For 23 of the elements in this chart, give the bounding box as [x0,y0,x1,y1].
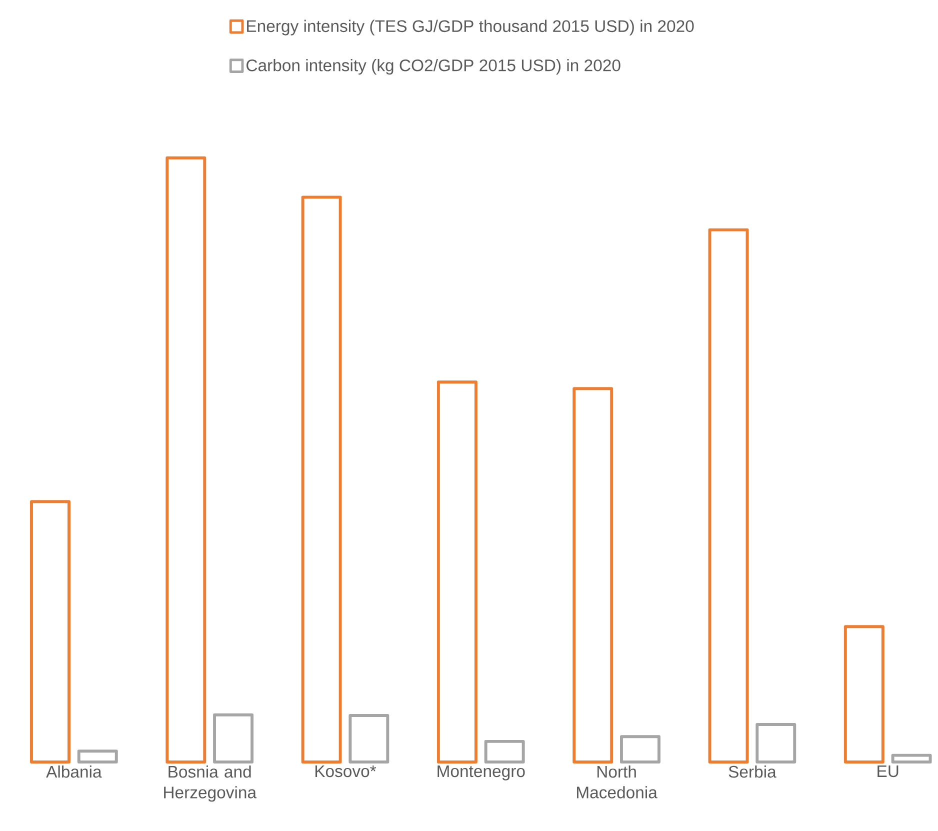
legend-label: Energy intensity (TES GJ/GDP thousand 2015 USD) in 2020 [247,20,694,36]
x-tick-label: North Macedonia [577,765,658,798]
bar [620,735,660,764]
x-tick-label: Montenegro [438,765,525,780]
bar [166,156,206,764]
x-tick-label: Bosnia and Herzegovina [164,765,257,802]
bar [708,228,749,764]
x-tick-label: Kosovo* [315,765,376,778]
bar [756,723,796,764]
x-tick-label: Albania [46,765,102,778]
bar [348,714,390,764]
bar [77,750,118,764]
bar [844,625,884,764]
legend-label: Carbon intensity (kg CO2/GDP 2015 USD) in 2020 [246,59,620,75]
bar [213,713,254,764]
bar [891,754,932,764]
bar [572,387,614,764]
x-tick-label: Serbia [728,765,776,778]
bar [484,740,525,764]
bar [301,196,342,764]
x-tick-label: EU [878,765,898,778]
bar [436,380,478,764]
bar [30,500,70,764]
